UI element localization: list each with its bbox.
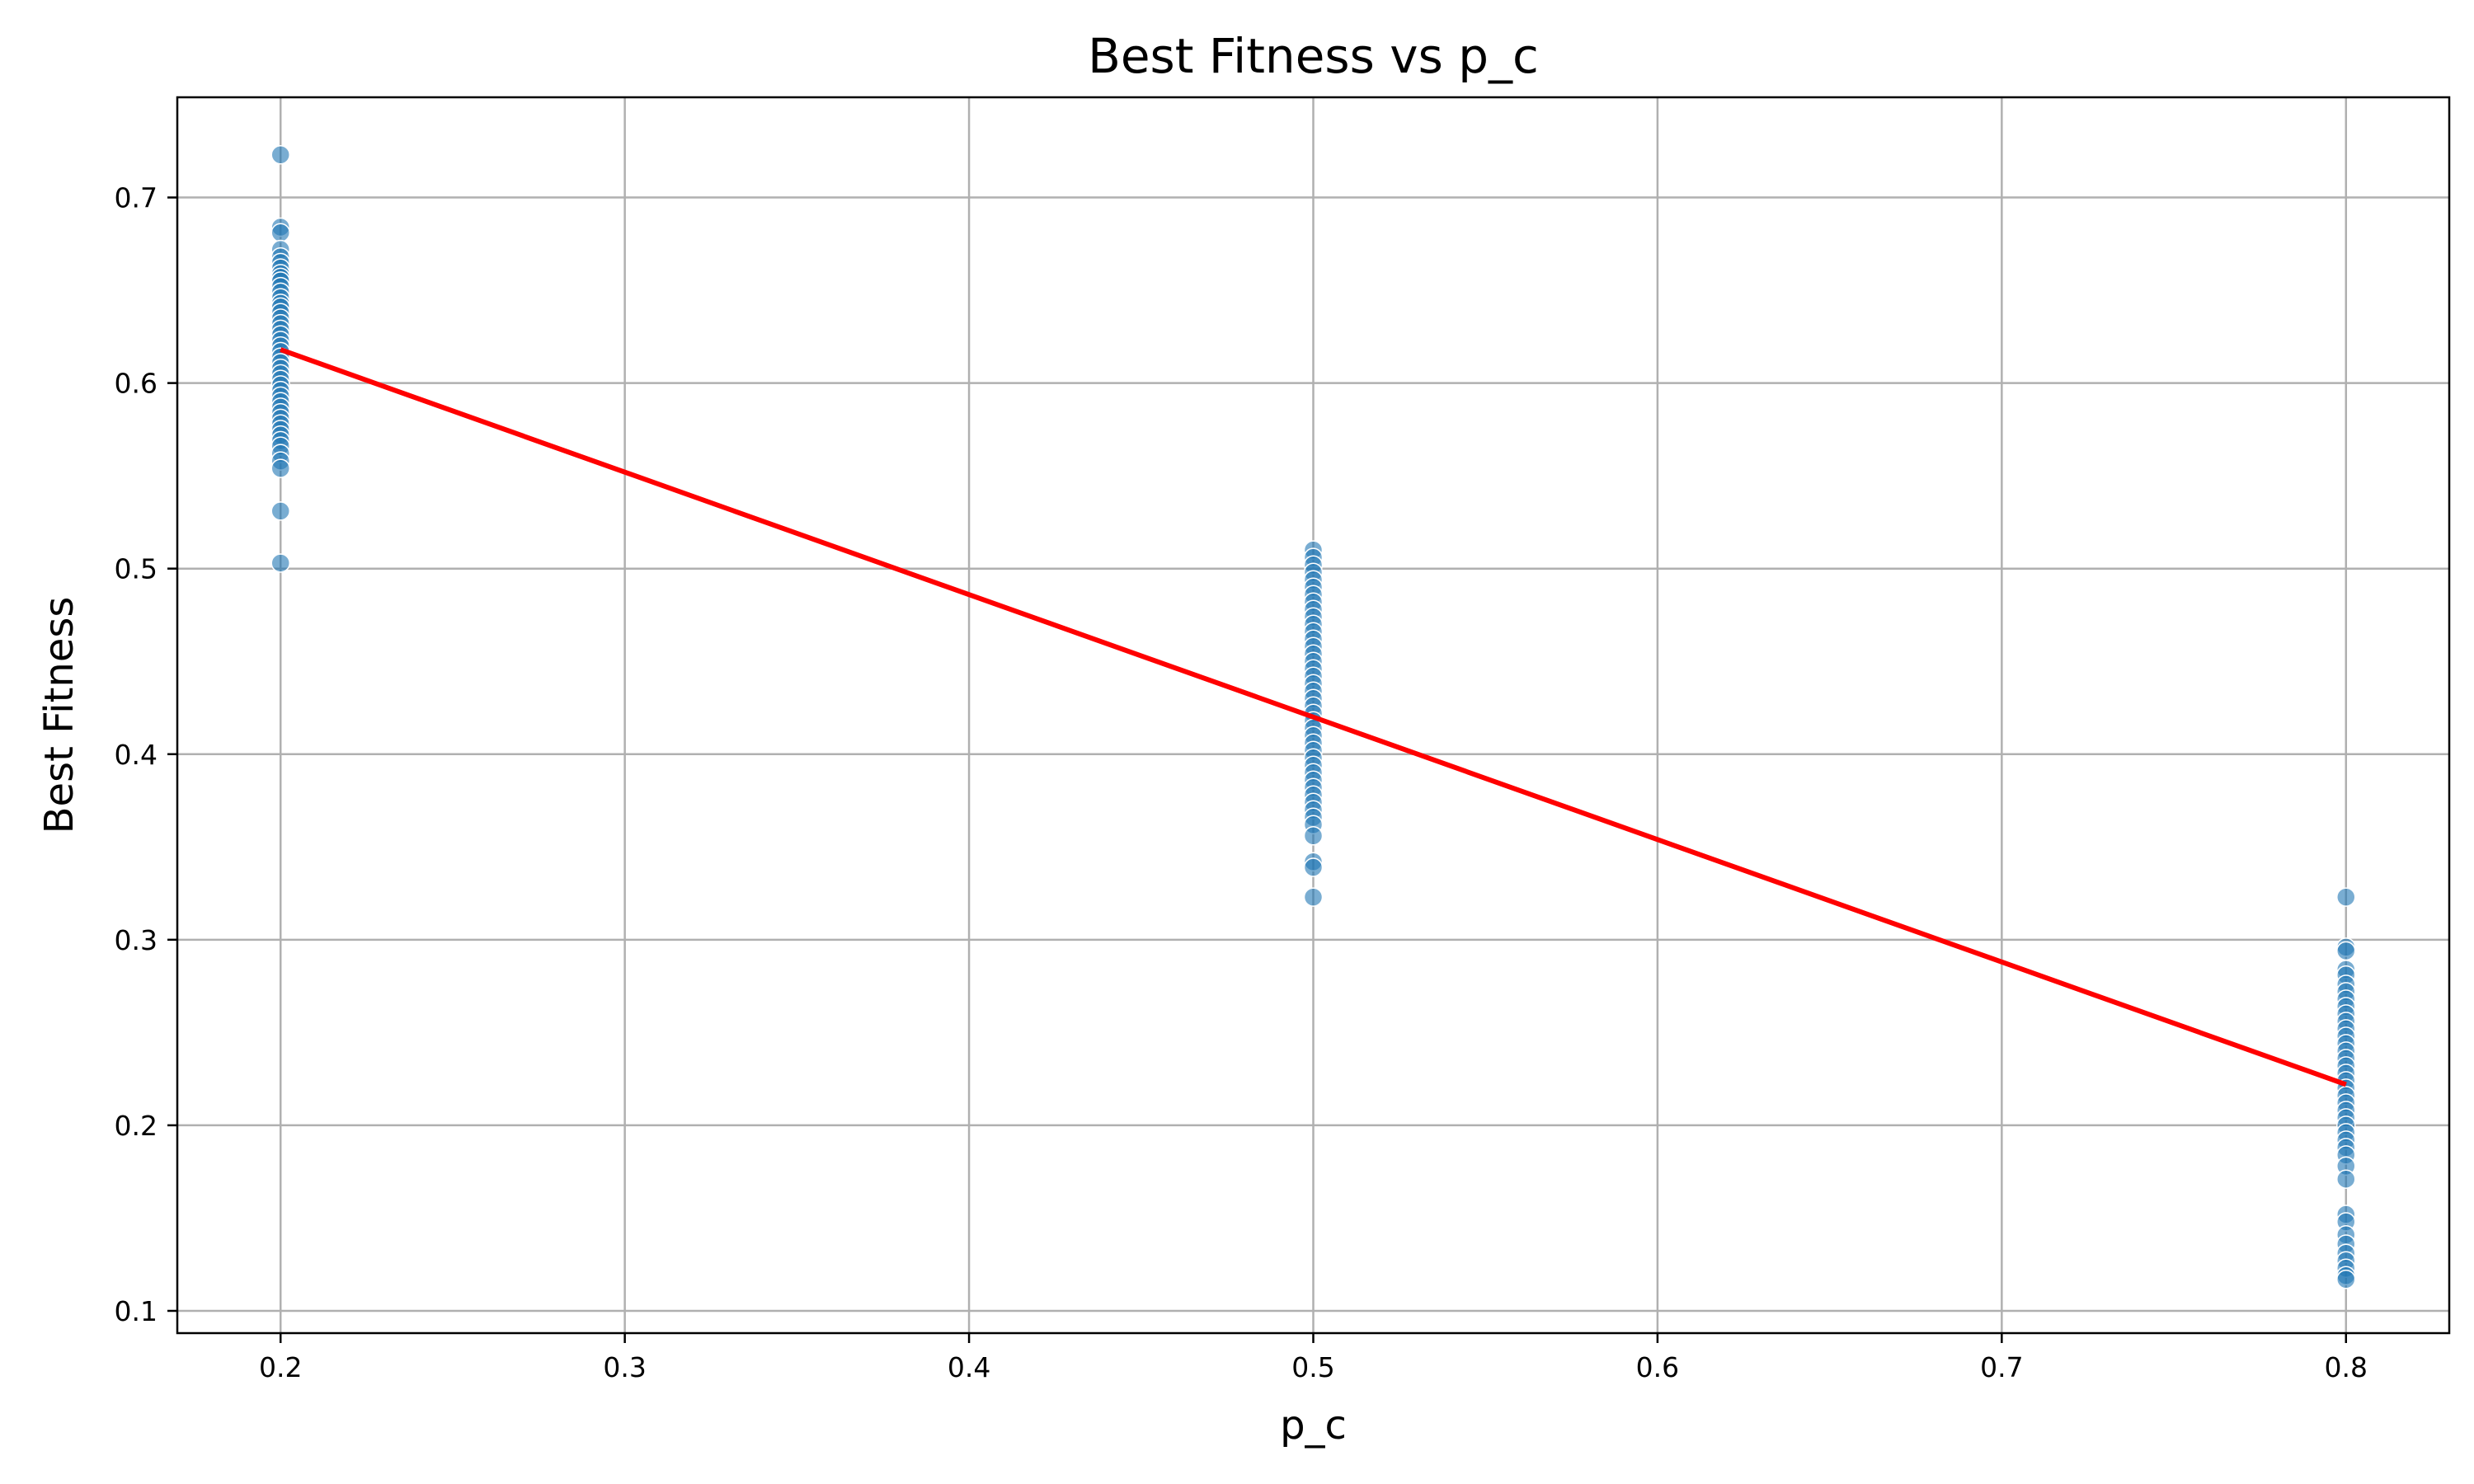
axis-ticks: 0.2 0.3 0.4 0.5 0.6 0.7 0.8 0.1 0.2 0.3 0.4 0.5 0.6 0… — [115, 182, 2368, 1383]
grid — [177, 97, 2449, 1333]
scatter-points — [270, 145, 2356, 1289]
scatter-point — [1303, 826, 1324, 846]
y-tick-label: 0.2 — [115, 1110, 158, 1142]
x-tick-label: 0.3 — [603, 1351, 646, 1383]
y-tick-label: 0.5 — [115, 553, 158, 585]
chart-title: Best Fitness vs p_c — [1088, 28, 1539, 84]
y-axis-label: Best Fitness — [36, 597, 82, 834]
x-axis-label: p_c — [1280, 1402, 1347, 1449]
scatter-point — [270, 223, 290, 243]
y-tick-label: 0.6 — [115, 368, 158, 400]
y-tick-label: 0.3 — [115, 924, 158, 956]
x-tick-label: 0.5 — [1291, 1351, 1334, 1383]
fit-line — [280, 347, 2347, 1087]
scatter-point — [2336, 1269, 2356, 1289]
scatter-point — [2336, 941, 2356, 961]
x-tick-label: 0.2 — [259, 1351, 302, 1383]
scatter-point — [1303, 857, 1324, 877]
scatter-point — [2336, 1169, 2356, 1189]
regression-line — [280, 347, 2347, 1087]
scatter-point — [270, 501, 290, 521]
x-tick-label: 0.7 — [1980, 1351, 2023, 1383]
scatter-point — [2336, 887, 2356, 907]
scatter-point — [270, 458, 290, 478]
y-tick-label: 0.7 — [115, 182, 158, 214]
x-tick-label: 0.8 — [2325, 1351, 2368, 1383]
x-tick-label: 0.6 — [1636, 1351, 1679, 1383]
y-tick-label: 0.4 — [115, 739, 158, 771]
scatter-point — [270, 553, 290, 573]
x-tick-label: 0.4 — [948, 1351, 990, 1383]
scatter-point — [1303, 887, 1324, 907]
scatter-point — [270, 145, 290, 165]
y-tick-label: 0.1 — [115, 1295, 158, 1327]
